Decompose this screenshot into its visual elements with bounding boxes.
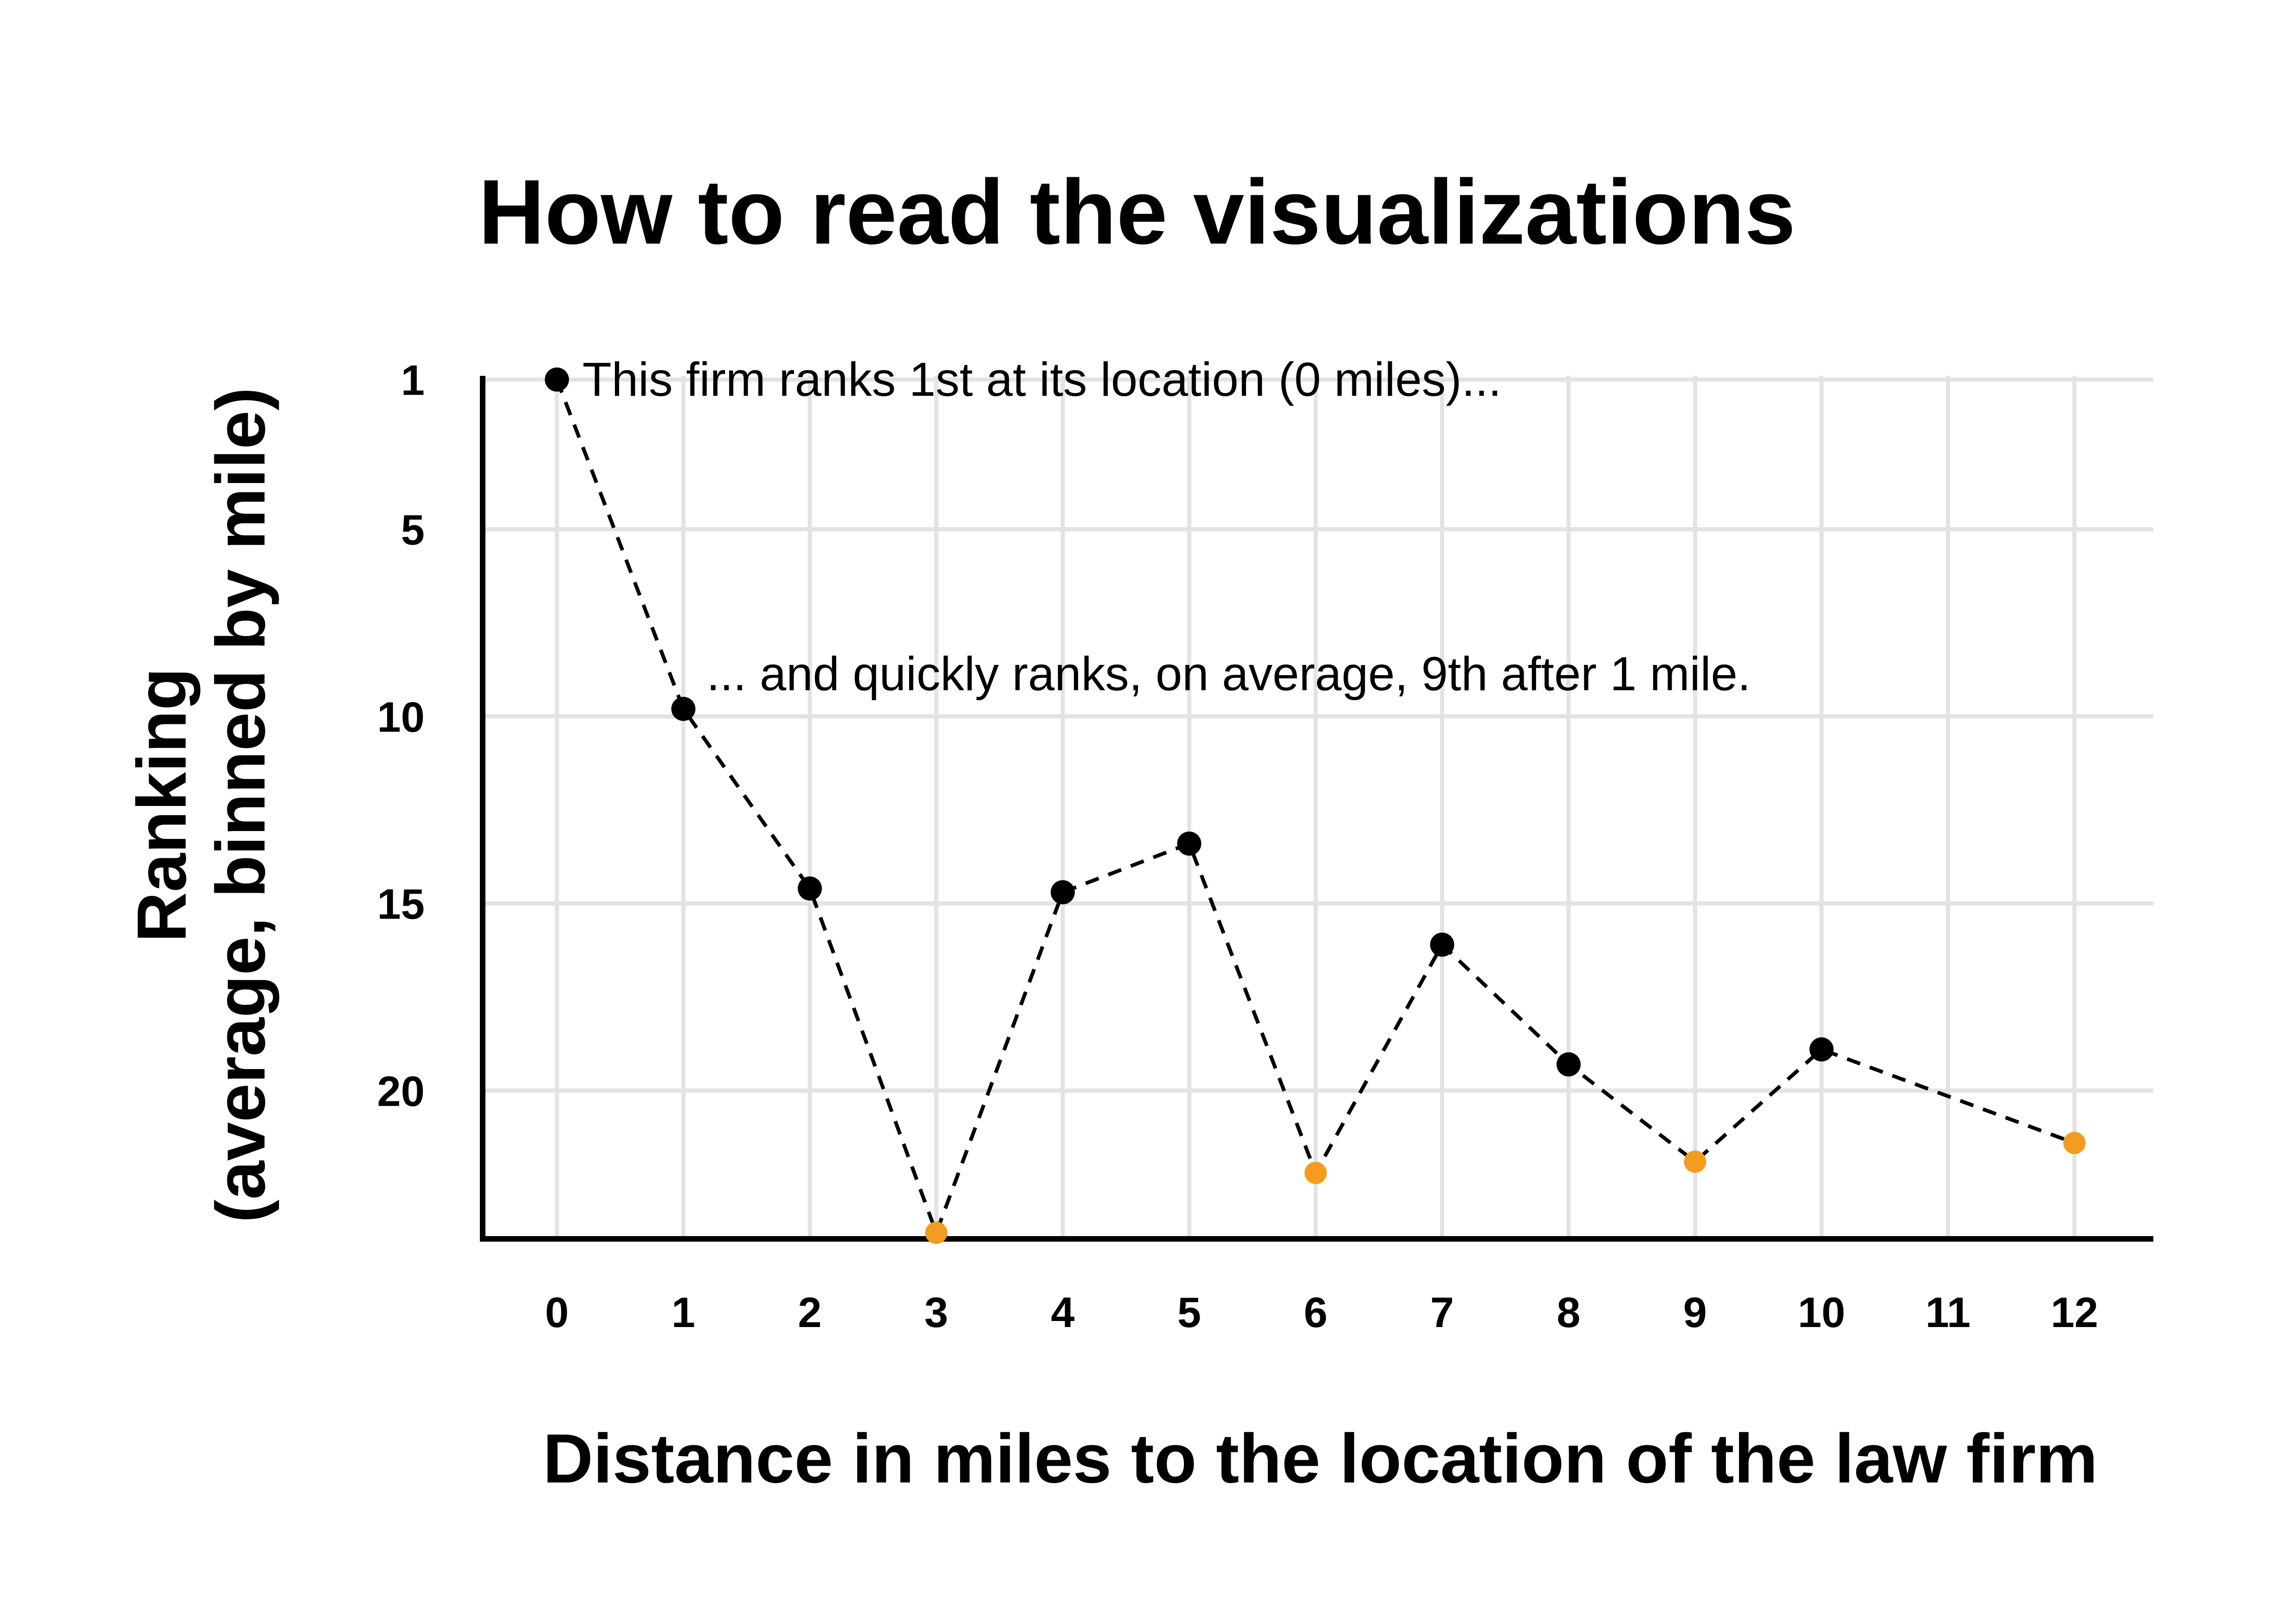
data-point (1430, 932, 1454, 957)
y-axis-title-line-1: Ranking (123, 668, 200, 942)
x-tick-label: 8 (1557, 1289, 1580, 1336)
y-tick-label: 10 (377, 694, 425, 741)
data-point (1051, 880, 1075, 904)
x-axis-title: Distance in miles to the location of the… (543, 1419, 2098, 1497)
x-tick-label: 6 (1304, 1289, 1327, 1336)
chart-title: How to read the visualizations (478, 161, 1796, 263)
y-axis-title-line-2: (average, binned by mile) (201, 387, 279, 1223)
y-tick-label: 20 (377, 1068, 425, 1115)
x-tick-label: 3 (924, 1289, 948, 1336)
x-tick-label: 4 (1051, 1289, 1074, 1336)
x-tick-label: 9 (1683, 1289, 1707, 1336)
x-tick-label: 2 (798, 1289, 821, 1336)
data-point-highlighted (1305, 1161, 1327, 1184)
axes (480, 376, 2153, 1242)
data-point (1809, 1037, 1834, 1062)
annotations: This firm ranks 1st at its location (0 m… (582, 353, 1751, 701)
data-points (545, 367, 2086, 1244)
data-point-highlighted (1684, 1150, 1706, 1173)
x-tick-label: 11 (1925, 1289, 1970, 1336)
annotation-1: This firm ranks 1st at its location (0 m… (582, 353, 1501, 406)
y-tick-label: 5 (401, 507, 425, 554)
data-point-highlighted (2063, 1132, 2086, 1154)
data-point (671, 696, 696, 721)
data-point (1557, 1052, 1581, 1076)
data-point-highlighted (925, 1221, 948, 1244)
x-tick-label: 5 (1177, 1289, 1201, 1336)
grid (483, 376, 2153, 1239)
connector-line (555, 379, 2075, 1238)
annotation-2: ... and quickly ranks, on average, 9th a… (707, 647, 1751, 701)
data-point (545, 367, 569, 392)
data-point (798, 876, 822, 901)
x-tick-label: 0 (545, 1289, 568, 1336)
x-tick-label: 10 (1798, 1289, 1845, 1336)
x-tick-label: 1 (672, 1289, 695, 1336)
data-point (1177, 831, 1202, 856)
y-axis-title: Ranking (average, binned by mile) (123, 387, 279, 1223)
x-tick-label: 7 (1430, 1289, 1454, 1336)
x-tick-label: 12 (2051, 1289, 2098, 1336)
y-tick-label: 1 (401, 357, 425, 404)
series-line (555, 379, 2075, 1238)
y-tick-label: 15 (377, 881, 425, 928)
